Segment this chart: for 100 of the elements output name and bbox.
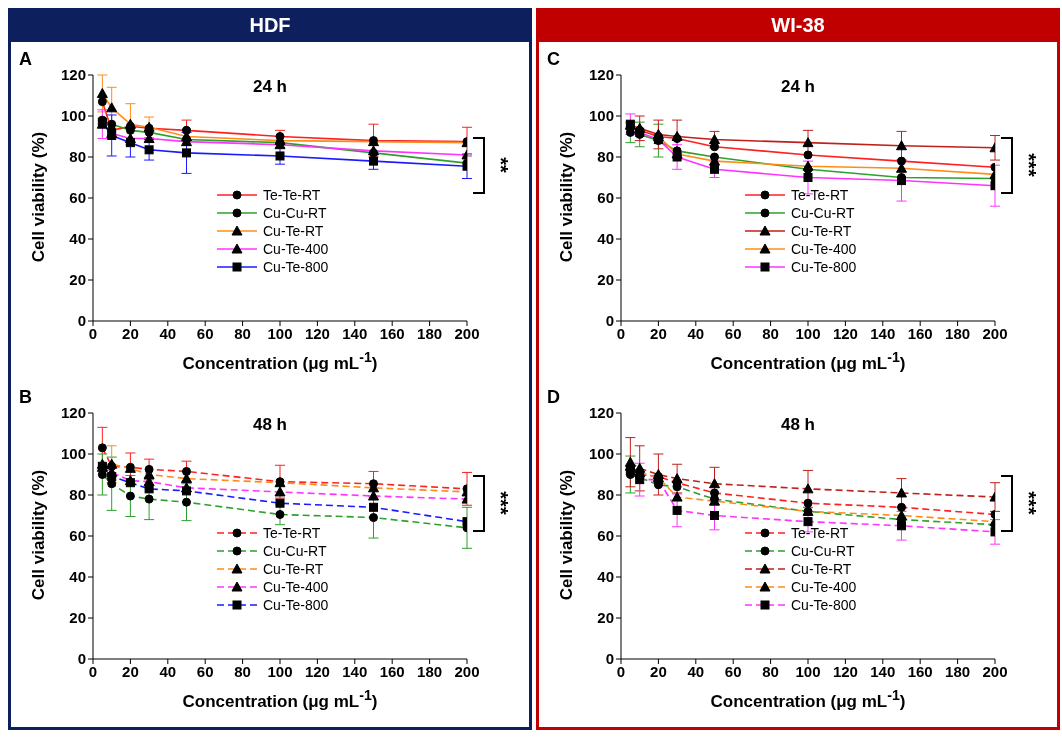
text: ** [490,156,512,175]
x-tick-label: 40 [687,662,705,680]
legend-label: Cu-Cu-RT [791,543,855,559]
x-tick-label: 120 [304,662,330,680]
x-tick-label: 80 [762,662,779,680]
y-tick-label: 60 [69,527,86,545]
y-tick-label: 0 [605,650,614,668]
legend-label: Te-Te-RT [791,187,849,203]
legend-label: Cu-Te-800 [791,597,857,613]
y-tick-label: 60 [597,527,614,545]
y-tick-label: 120 [60,404,86,422]
x-tick-label: 60 [724,324,742,342]
x-tick-label: 100 [795,662,821,680]
x-tick-label: 0 [616,324,626,342]
legend-label: Cu-Te-800 [791,259,857,275]
x-tick-label: 0 [88,662,98,680]
x-tick-label: 0 [616,662,626,680]
x-tick-label: 160 [907,324,933,342]
x-tick-label: 120 [832,662,858,680]
legend-label: Cu-Te-RT [791,561,852,577]
text: *** [1018,490,1040,517]
y-tick-label: 120 [588,66,614,84]
y-tick-label: 40 [597,568,614,586]
legend-label: Cu-Te-400 [791,579,857,595]
x-tick-label: 20 [650,324,667,342]
text: B [19,387,32,408]
x-tick-label: 200 [454,324,480,342]
y-tick-label: 60 [69,189,86,207]
y-tick-label: 40 [597,230,614,248]
legend-label: Cu-Te-400 [791,241,857,257]
x-tick-label: 60 [196,324,214,342]
y-tick-label: 20 [69,609,86,627]
legend-label: Te-Te-RT [263,187,321,203]
y-axis-title: Cell viability (%) [29,130,49,265]
x-tick-label: 60 [724,662,742,680]
y-tick-label: 60 [597,189,614,207]
x-tick-label: 140 [342,324,368,342]
x-tick-label: 20 [650,662,667,680]
x-axis-title: Concentration (μg mL$^{-1}$) [181,349,379,374]
legend-label: Te-Te-RT [791,525,849,541]
y-axis-title: Cell viability (%) [29,468,49,603]
x-tick-label: 180 [417,662,443,680]
y-tick-label: 80 [69,148,86,166]
x-tick-label: 80 [234,324,251,342]
text: *** [490,490,512,517]
x-tick-label: 180 [945,324,971,342]
x-tick-label: 180 [945,662,971,680]
y-tick-label: 80 [69,486,86,504]
x-tick-label: 160 [379,662,405,680]
x-tick-label: 100 [267,662,293,680]
legend-label: Cu-Te-400 [263,241,329,257]
x-tick-label: 0 [88,324,98,342]
x-tick-label: 20 [122,324,139,342]
x-tick-label: 200 [454,662,480,680]
legend-label: Te-Te-RT [263,525,321,541]
x-tick-label: 40 [687,324,705,342]
chart-title: 48 h [252,415,288,434]
legend-label: Cu-Te-400 [263,579,329,595]
x-tick-label: 100 [795,324,821,342]
text: A [19,49,32,70]
x-tick-label: 160 [379,324,405,342]
x-tick-label: 40 [159,662,177,680]
y-tick-label: 100 [588,445,614,463]
x-tick-label: 100 [267,324,293,342]
x-tick-label: 80 [762,324,779,342]
text: HDF [8,8,532,42]
legend-label: Cu-Cu-RT [791,205,855,221]
x-tick-label: 200 [982,662,1008,680]
legend-label: Cu-Te-RT [263,223,324,239]
y-tick-label: 0 [77,650,86,668]
text: D [547,387,560,408]
x-axis-title: Concentration (μg mL$^{-1}$) [709,687,907,712]
x-tick-label: 60 [196,662,214,680]
x-tick-label: 180 [417,324,443,342]
y-tick-label: 100 [60,107,86,125]
y-tick-label: 0 [605,312,614,330]
x-tick-label: 140 [870,324,896,342]
legend-label: Cu-Te-RT [791,223,852,239]
y-tick-label: 40 [69,568,86,586]
x-tick-label: 200 [982,324,1008,342]
x-tick-label: 120 [832,324,858,342]
x-tick-label: 120 [304,324,330,342]
y-axis-title: Cell viability (%) [557,130,577,265]
y-tick-label: 120 [60,66,86,84]
x-axis-title: Concentration (μg mL$^{-1}$) [181,687,379,712]
legend-label: Cu-Cu-RT [263,543,327,559]
x-tick-label: 20 [122,662,139,680]
y-tick-label: 100 [60,445,86,463]
y-tick-label: 20 [597,271,614,289]
chart-title: 24 h [780,77,816,96]
text: WI-38 [536,8,1060,42]
y-tick-label: 120 [588,404,614,422]
y-tick-label: 40 [69,230,86,248]
x-tick-label: 160 [907,662,933,680]
legend-label: Cu-Cu-RT [263,205,327,221]
legend-label: Cu-Te-800 [263,597,329,613]
y-tick-label: 100 [588,107,614,125]
y-axis-title: Cell viability (%) [557,468,577,603]
y-tick-label: 80 [597,486,614,504]
x-tick-label: 140 [342,662,368,680]
